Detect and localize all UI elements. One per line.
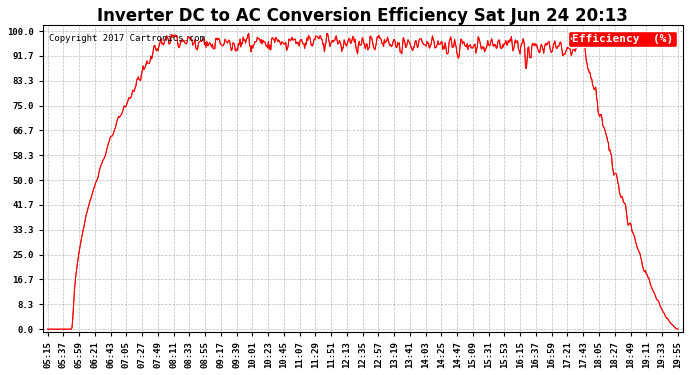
Title: Inverter DC to AC Conversion Efficiency Sat Jun 24 20:13: Inverter DC to AC Conversion Efficiency … (97, 7, 628, 25)
Text: Copyright 2017 Cartronics.com: Copyright 2017 Cartronics.com (49, 34, 205, 44)
Legend: Efficiency  (%): Efficiency (%) (568, 31, 677, 47)
